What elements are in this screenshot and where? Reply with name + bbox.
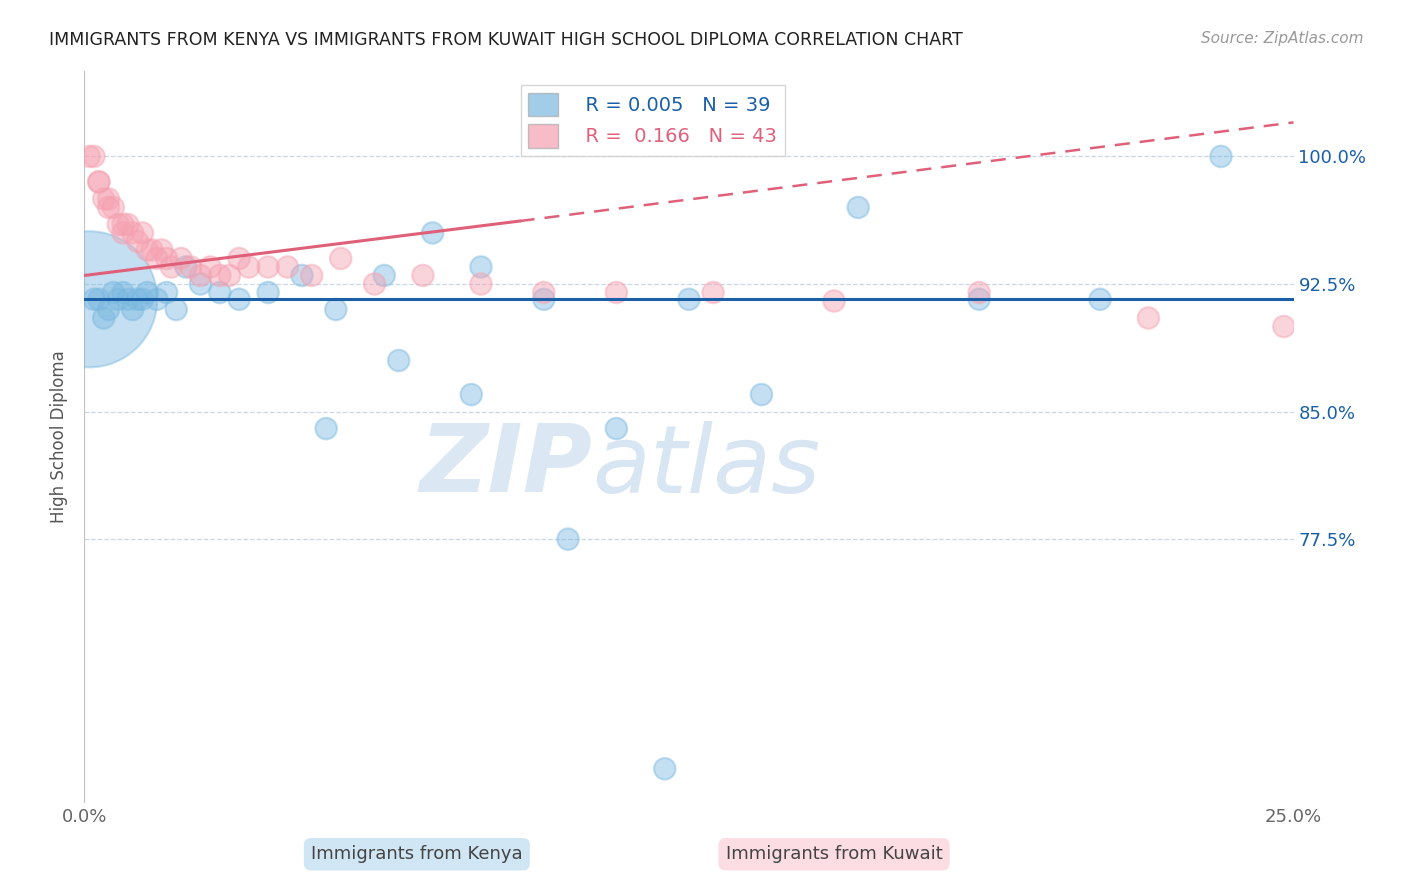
Point xyxy=(107,218,129,232)
Point xyxy=(325,302,347,317)
Point xyxy=(190,268,212,283)
Text: Immigrants from Kenya: Immigrants from Kenya xyxy=(311,846,523,863)
Point xyxy=(702,285,724,300)
Point xyxy=(315,421,337,435)
Point xyxy=(208,268,231,283)
Point xyxy=(846,201,869,215)
Point xyxy=(83,293,105,307)
Point xyxy=(605,285,627,300)
Point xyxy=(112,218,135,232)
Point xyxy=(257,285,280,300)
Point xyxy=(373,268,395,283)
Point xyxy=(155,252,177,266)
Point xyxy=(117,293,139,307)
Point xyxy=(388,353,411,368)
Point xyxy=(276,260,298,274)
Point xyxy=(174,260,197,274)
Point xyxy=(678,293,700,307)
Point xyxy=(107,293,129,307)
Point xyxy=(112,285,135,300)
Text: IMMIGRANTS FROM KENYA VS IMMIGRANTS FROM KUWAIT HIGH SCHOOL DIPLOMA CORRELATION : IMMIGRANTS FROM KENYA VS IMMIGRANTS FROM… xyxy=(49,31,963,49)
Point xyxy=(155,285,177,300)
Point xyxy=(257,260,280,274)
Point xyxy=(967,293,990,307)
Text: atlas: atlas xyxy=(592,421,821,512)
Point xyxy=(93,311,115,326)
Point xyxy=(160,260,183,274)
Point xyxy=(127,293,149,307)
Point xyxy=(117,218,139,232)
Point xyxy=(198,260,221,274)
Point xyxy=(228,252,250,266)
Point xyxy=(460,387,482,401)
Point xyxy=(141,243,163,257)
Point xyxy=(103,201,125,215)
Point xyxy=(180,260,202,274)
Point xyxy=(121,226,143,240)
Point xyxy=(83,149,105,163)
Point xyxy=(87,175,110,189)
Text: ZIP: ZIP xyxy=(419,420,592,512)
Point xyxy=(470,277,492,291)
Point xyxy=(751,387,773,401)
Point xyxy=(146,252,169,266)
Text: Immigrants from Kuwait: Immigrants from Kuwait xyxy=(725,846,942,863)
Point xyxy=(557,532,579,546)
Point xyxy=(1272,319,1295,334)
Point xyxy=(136,285,159,300)
Point xyxy=(301,268,323,283)
Point xyxy=(87,293,110,307)
Point xyxy=(654,762,676,776)
Point xyxy=(127,235,149,249)
Point xyxy=(97,201,120,215)
Point xyxy=(97,302,120,317)
Point xyxy=(136,243,159,257)
Point xyxy=(165,302,187,317)
Point xyxy=(1088,293,1111,307)
Point xyxy=(329,252,352,266)
Point xyxy=(103,285,125,300)
Point xyxy=(1137,311,1160,326)
Point xyxy=(228,293,250,307)
Point xyxy=(131,226,153,240)
Point xyxy=(77,149,100,163)
Point xyxy=(422,226,444,240)
Point xyxy=(1209,149,1232,163)
Point xyxy=(170,252,193,266)
Point xyxy=(87,175,110,189)
Point xyxy=(291,268,314,283)
Text: Source: ZipAtlas.com: Source: ZipAtlas.com xyxy=(1201,31,1364,46)
Point xyxy=(97,192,120,206)
Point xyxy=(150,243,173,257)
Point xyxy=(363,277,385,291)
Point xyxy=(533,293,555,307)
Point xyxy=(190,277,212,291)
Point xyxy=(131,293,153,307)
Point xyxy=(967,285,990,300)
Point xyxy=(77,293,100,307)
Y-axis label: High School Diploma: High School Diploma xyxy=(51,351,69,524)
Point xyxy=(470,260,492,274)
Point xyxy=(605,421,627,435)
Point xyxy=(208,285,231,300)
Point xyxy=(823,293,845,308)
Point xyxy=(533,285,555,300)
Point xyxy=(412,268,434,283)
Legend:   R = 0.005   N = 39,   R =  0.166   N = 43: R = 0.005 N = 39, R = 0.166 N = 43 xyxy=(520,85,785,155)
Point xyxy=(93,192,115,206)
Point xyxy=(121,302,143,317)
Point xyxy=(238,260,260,274)
Point xyxy=(112,226,135,240)
Point xyxy=(218,268,240,283)
Point xyxy=(146,293,169,307)
